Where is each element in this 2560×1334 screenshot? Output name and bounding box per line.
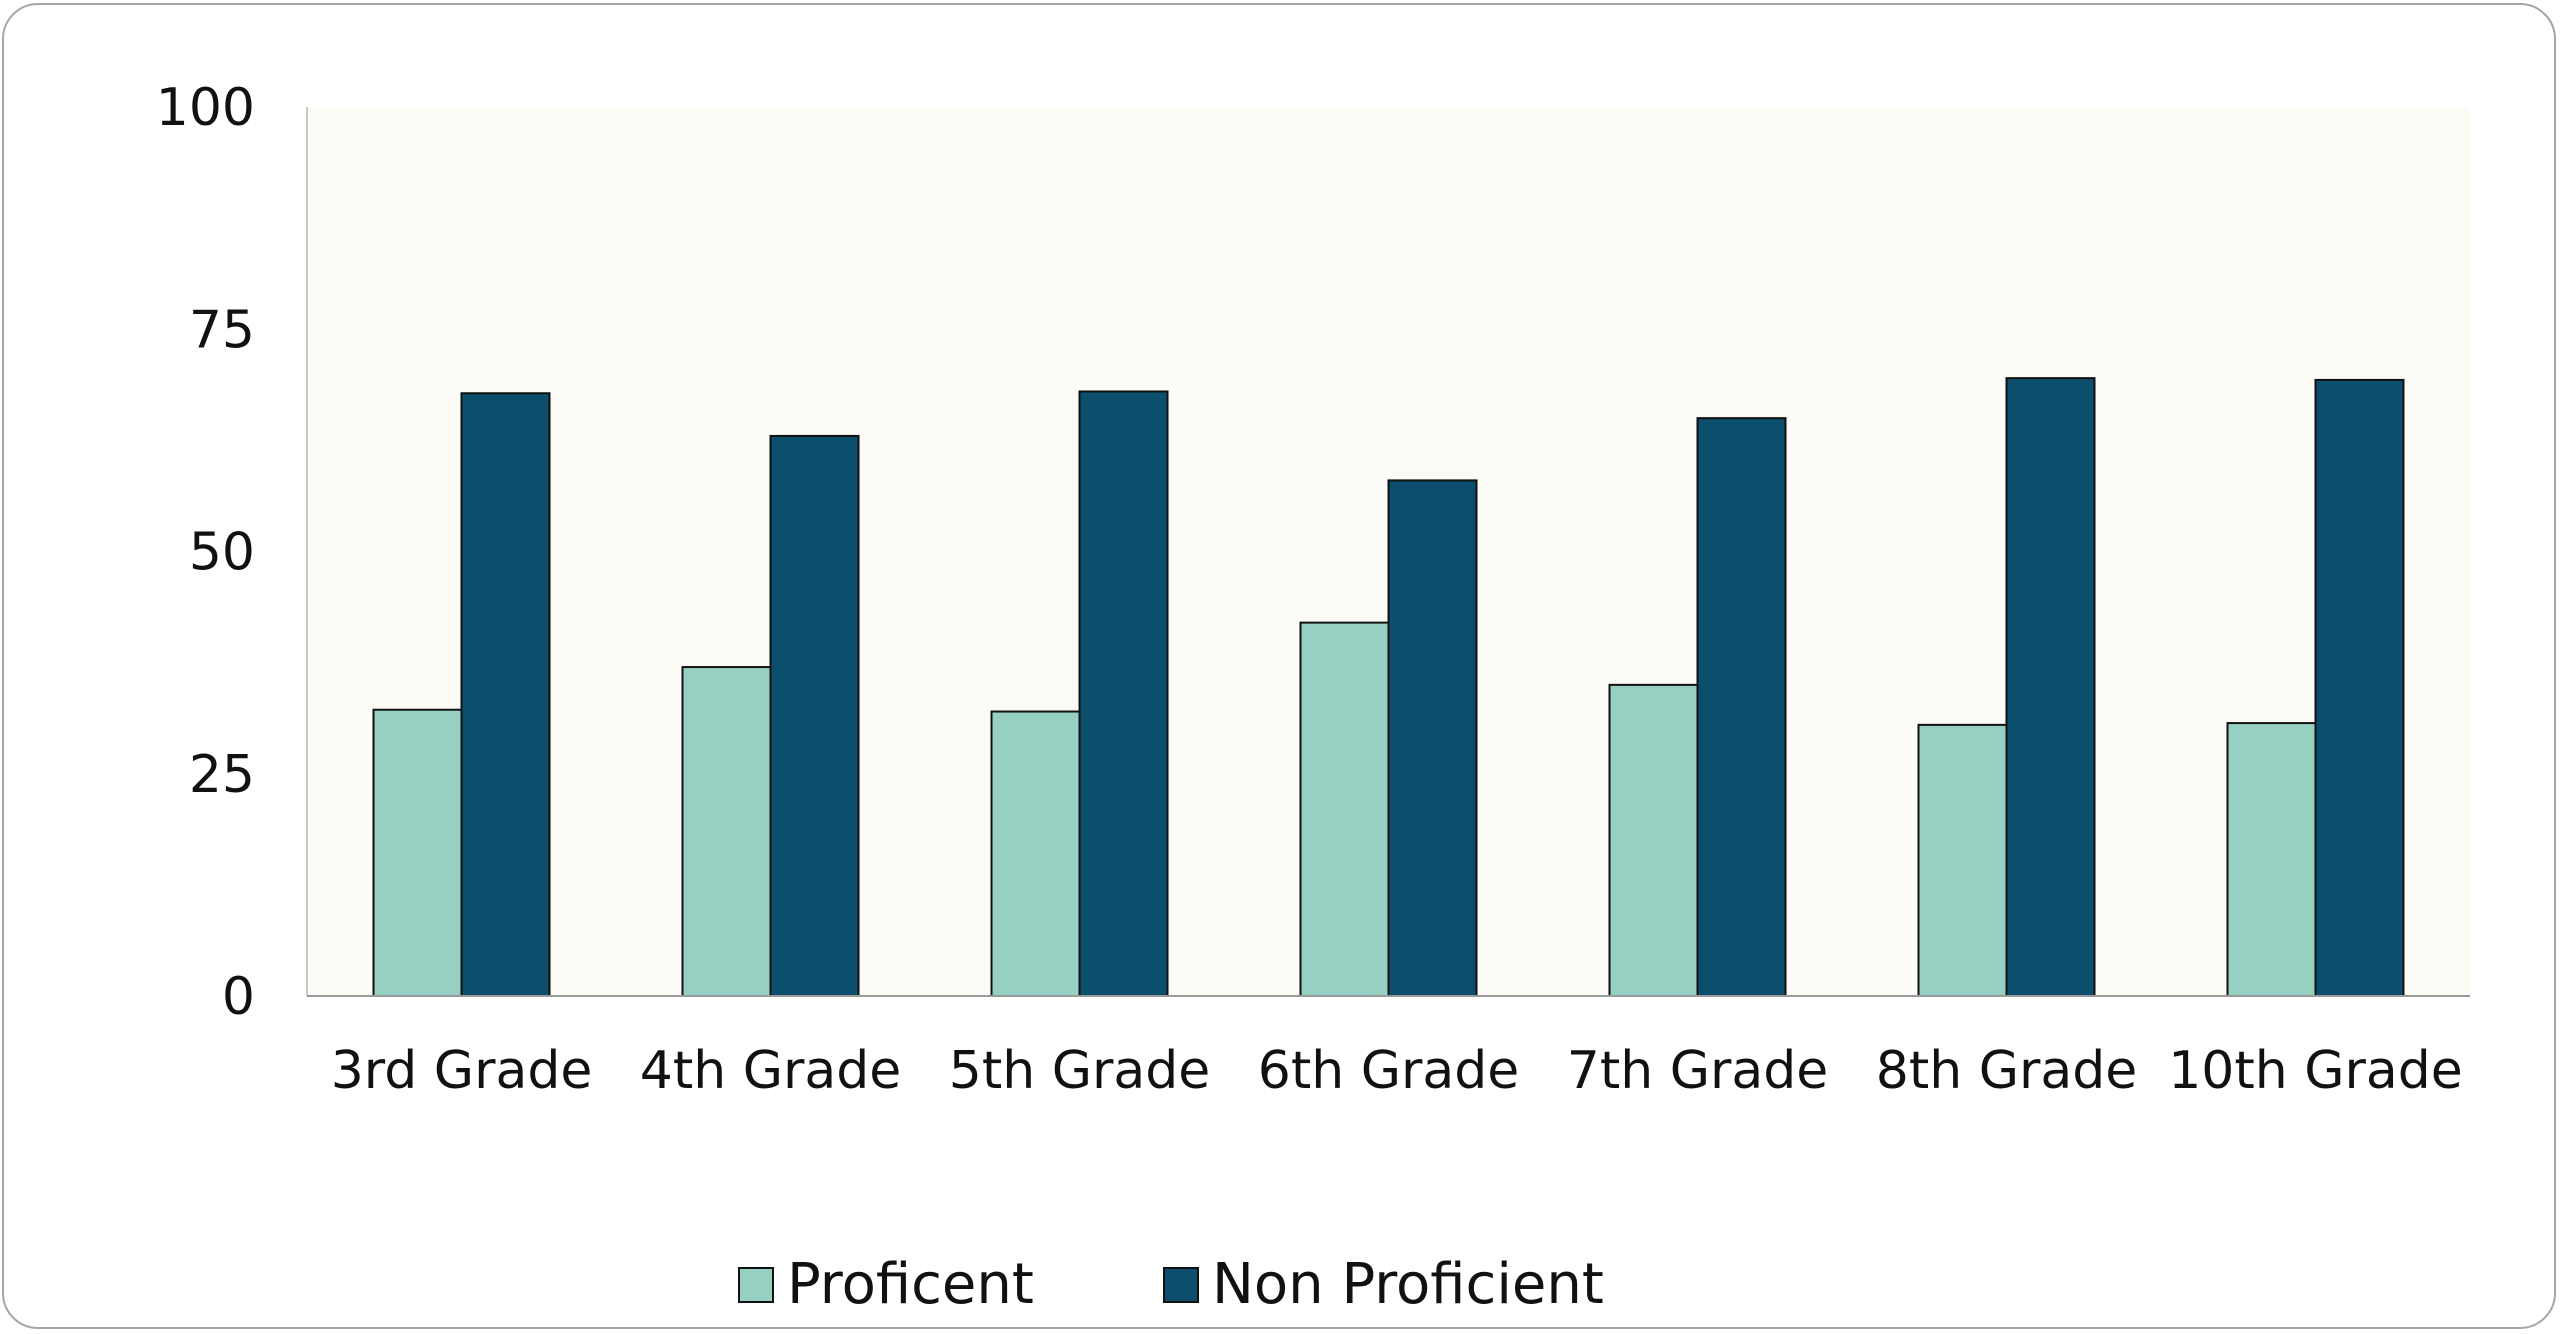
x-tick-label: 7th Grade [1567,1041,1829,1101]
chart-card: 0 25 50 75 100 3rd Grade 4th Grade 5th Grade 6t… [2,3,2556,1329]
x-tick-label: 8th Grade [1876,1041,2138,1101]
y-tick-label: 75 [189,300,255,360]
bar-non-proficient [2005,377,2096,997]
legend-label: Proficent [787,1252,1034,1317]
y-tick-label: 25 [189,745,255,805]
bar-non-proficient [1387,479,1478,997]
bar-non-proficient [1078,390,1169,998]
bar-proficent [681,666,772,997]
x-tick-label: 5th Grade [949,1041,1211,1101]
y-tick-label: 100 [156,78,255,138]
bar-non-proficient [460,392,551,997]
x-tick-label: 6th Grade [1258,1041,1520,1101]
x-axis-ticks: 3rd Grade 4th Grade 5th Grade 6th Grade 7th … [331,1041,2463,1101]
x-tick-label: 3rd Grade [331,1041,593,1101]
bar-proficent [1299,621,1390,997]
bar-chart: 0 25 50 75 100 3rd Grade 4th Grade 5th Grade 6t… [156,78,2470,1317]
y-axis-ticks: 0 25 50 75 100 [156,78,255,1027]
bar-non-proficient [2314,378,2405,998]
bar-proficent [1608,683,1699,997]
bar-proficent [990,710,1081,998]
bars [372,377,2405,998]
legend-swatch [738,1267,774,1303]
bar-proficent [372,708,463,997]
legend-swatch [1163,1267,1199,1303]
y-tick-label: 50 [189,523,255,583]
bar-proficent [1917,723,2008,997]
bar-non-proficient [1696,417,1787,997]
y-tick-label: 0 [222,967,255,1027]
bar-proficent [2226,722,2317,998]
x-tick-label: 10th Grade [2168,1041,2463,1101]
legend-label: Non Proficient [1212,1252,1604,1317]
legend: Proficent Non Proficient [738,1252,1604,1317]
x-tick-label: 4th Grade [640,1041,902,1101]
bar-non-proficient [769,434,860,997]
